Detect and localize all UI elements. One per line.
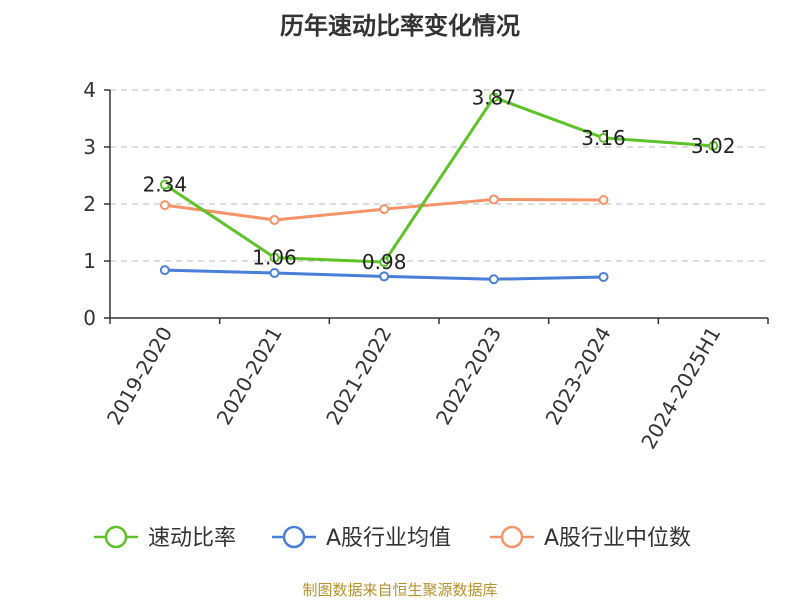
x-tick-label: 2021-2022: [321, 323, 396, 429]
data-point: [598, 195, 609, 206]
x-tick-label: 2022-2023: [431, 323, 506, 429]
y-tick-label: 3: [83, 135, 96, 159]
y-tick-label: 1: [83, 249, 96, 273]
legend-label: A股行业中位数: [544, 526, 691, 551]
series-lines: [159, 92, 719, 285]
x-tick-label: 2023-2024: [541, 323, 616, 429]
y-tick-label: 4: [83, 78, 96, 102]
data-point: [269, 214, 280, 225]
data-point: [488, 194, 499, 205]
data-label: 2.34: [143, 173, 188, 197]
axes: 0 1 2 3 4 2019-2020 2020-2021 2021-2022 2022-202…: [83, 78, 769, 453]
legend-label: 速动比率: [148, 526, 236, 551]
legend-label: A股行业均值: [326, 526, 451, 551]
data-point: [159, 265, 170, 276]
source-note: 制图数据来自恒生聚源数据库: [302, 581, 497, 599]
data-point: [159, 179, 170, 190]
x-tick-label: 2019-2020: [102, 323, 177, 429]
data-point: [269, 267, 280, 278]
legend: 速动比率 A股行业均值 A股行业中位数: [94, 525, 691, 551]
data-point: [269, 252, 280, 263]
x-tick-label: 2024-2025H1: [636, 323, 725, 453]
y-tick-label: 2: [83, 192, 96, 216]
x-tick-label: 2020-2021: [212, 323, 287, 429]
legend-marker: [282, 525, 306, 549]
data-point: [379, 271, 390, 282]
data-point: [598, 271, 609, 282]
data-label: 3.87: [472, 85, 517, 109]
data-point: [598, 132, 609, 143]
data-point: [488, 92, 499, 103]
data-label: 3.02: [691, 134, 736, 158]
data-labels: 2.34 1.06 0.98 3.87 3.16 3.02: [143, 85, 736, 274]
chart-title: 历年速动比率变化情况: [280, 12, 520, 40]
data-label: 1.06: [252, 246, 297, 270]
data-point: [159, 200, 170, 211]
grid-lines: [110, 89, 768, 262]
y-tick-label: 0: [83, 306, 96, 330]
data-point: [379, 204, 390, 215]
data-label: 0.98: [362, 250, 407, 274]
data-point: [488, 274, 499, 285]
data-label: 3.16: [581, 126, 626, 150]
series-line-0: [164, 95, 714, 264]
legend-marker: [500, 525, 524, 549]
data-point: [379, 257, 390, 268]
data-point: [708, 140, 719, 151]
legend-marker: [104, 525, 128, 549]
